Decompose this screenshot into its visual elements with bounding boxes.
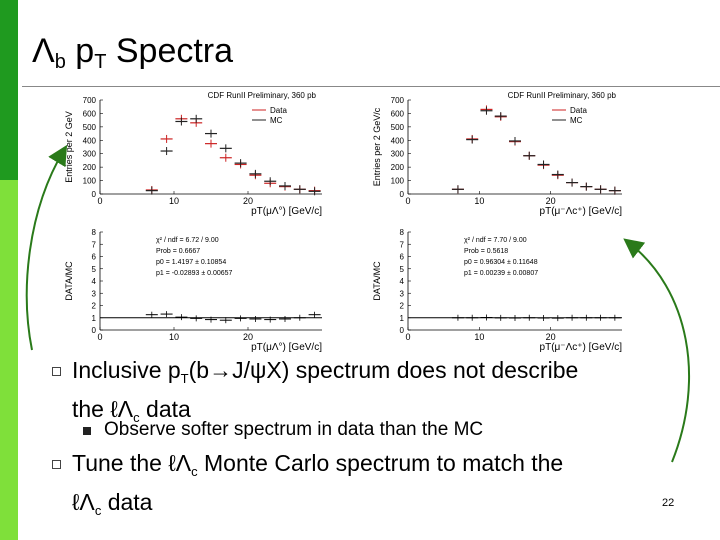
y-tick-label: 4	[400, 277, 405, 286]
x-tick-label: 0	[405, 196, 410, 206]
y-tick-label: 600	[83, 109, 97, 118]
legend-label: MC	[270, 116, 283, 125]
legend-label: Data	[570, 106, 587, 115]
y-tick-label: 2	[400, 302, 405, 311]
bullet-3-text: Tune the ℓΛc Monte Carlo spectrum to mat…	[72, 450, 564, 518]
y-tick-label: 5	[400, 265, 405, 274]
y-tick-label: 300	[83, 150, 97, 159]
y-tick-label: 100	[391, 177, 405, 186]
x-tick-label: 20	[243, 196, 253, 206]
y-axis-label: DATA/MC	[372, 261, 382, 301]
y-tick-label: 100	[83, 177, 97, 186]
y-axis-label: Entries per 2 GeV/c	[372, 107, 382, 186]
x-tick-label: 20	[546, 332, 556, 342]
fit-stat: Prob = 0.6667	[156, 248, 200, 255]
fit-stat: p0 = 1.4197 ± 0.10854	[156, 259, 226, 266]
y-tick-label: 0	[400, 190, 405, 199]
fit-stat: p1 = -0.02893 ± 0.00657	[156, 270, 233, 277]
y-tick-label: 700	[83, 96, 97, 105]
legend-label: Data	[270, 106, 287, 115]
chart-title: CDF RunII Preliminary, 360 pb	[208, 91, 317, 100]
y-axis-label: Entries per 2 GeV	[64, 111, 74, 183]
y-tick-label: 700	[391, 96, 405, 105]
left-arrow	[25, 144, 68, 351]
y-tick-label: 5	[92, 265, 97, 274]
fit-stat: χ² / ndf = 7.70 / 9.00	[464, 237, 527, 244]
bullet-2-text: Observe softer spectrum in data than the…	[104, 419, 484, 440]
y-tick-label: 3	[92, 289, 97, 298]
page-number: 22	[662, 497, 675, 509]
y-tick-label: 6	[400, 253, 405, 262]
y-tick-label: 8	[92, 228, 97, 237]
y-tick-label: 3	[400, 289, 405, 298]
x-axis-label: pT(μΛ°) [GeV/c]	[251, 342, 322, 353]
bullet-square-icon	[52, 460, 61, 469]
x-axis-label: pT(μΛ°) [GeV/c]	[251, 206, 322, 217]
y-tick-label: 1	[92, 314, 97, 323]
y-tick-label: 7	[400, 240, 405, 249]
y-tick-label: 400	[83, 136, 97, 145]
x-tick-label: 10	[474, 196, 484, 206]
y-tick-label: 400	[391, 136, 405, 145]
y-tick-label: 300	[391, 150, 405, 159]
x-tick-label: 10	[474, 332, 484, 342]
bullet-square-icon	[52, 367, 61, 376]
x-tick-label: 0	[97, 332, 102, 342]
x-tick-label: 10	[169, 332, 179, 342]
accent-bar-dark	[0, 0, 18, 180]
title-divider	[22, 86, 720, 87]
y-tick-label: 600	[391, 109, 405, 118]
x-axis-label: pT(μ⁻Λc⁺) [GeV/c]	[540, 206, 623, 217]
bullet-1-text: Inclusive pT(b→J/ψX) spectrum does not d…	[72, 357, 579, 425]
y-tick-label: 6	[92, 253, 97, 262]
accent-bar-light	[0, 180, 18, 540]
y-tick-label: 4	[92, 277, 97, 286]
x-tick-label: 20	[243, 332, 253, 342]
y-tick-label: 1	[400, 314, 405, 323]
y-tick-label: 2	[92, 302, 97, 311]
legend-label: MC	[570, 116, 583, 125]
y-tick-label: 200	[83, 163, 97, 172]
fit-stat: p1 = 0.00239 ± 0.00807	[464, 270, 538, 277]
x-tick-label: 20	[546, 196, 556, 206]
x-axis-label: pT(μ⁻Λc⁺) [GeV/c]	[540, 342, 623, 353]
y-tick-label: 500	[83, 123, 97, 132]
fit-stat: χ² / ndf = 6.72 / 9.00	[156, 237, 219, 244]
x-tick-label: 0	[97, 196, 102, 206]
sub-bullet-icon	[83, 427, 91, 435]
y-tick-label: 8	[400, 228, 405, 237]
y-tick-label: 200	[391, 163, 405, 172]
chart-title: CDF RunII Preliminary, 360 pb	[508, 91, 617, 100]
y-tick-label: 0	[92, 190, 97, 199]
y-axis-label: DATA/MC	[64, 261, 74, 301]
y-tick-label: 0	[400, 326, 405, 335]
x-tick-label: 0	[405, 332, 410, 342]
y-tick-label: 500	[391, 123, 405, 132]
fit-stat: p0 = 0.96304 ± 0.11648	[464, 259, 538, 266]
y-tick-label: 7	[92, 240, 97, 249]
right-arrow	[623, 238, 691, 463]
slide-title: Λb pT Spectra	[32, 32, 234, 73]
x-tick-label: 10	[169, 196, 179, 206]
y-tick-label: 0	[92, 326, 97, 335]
fit-stat: Prob = 0.5618	[464, 248, 508, 255]
